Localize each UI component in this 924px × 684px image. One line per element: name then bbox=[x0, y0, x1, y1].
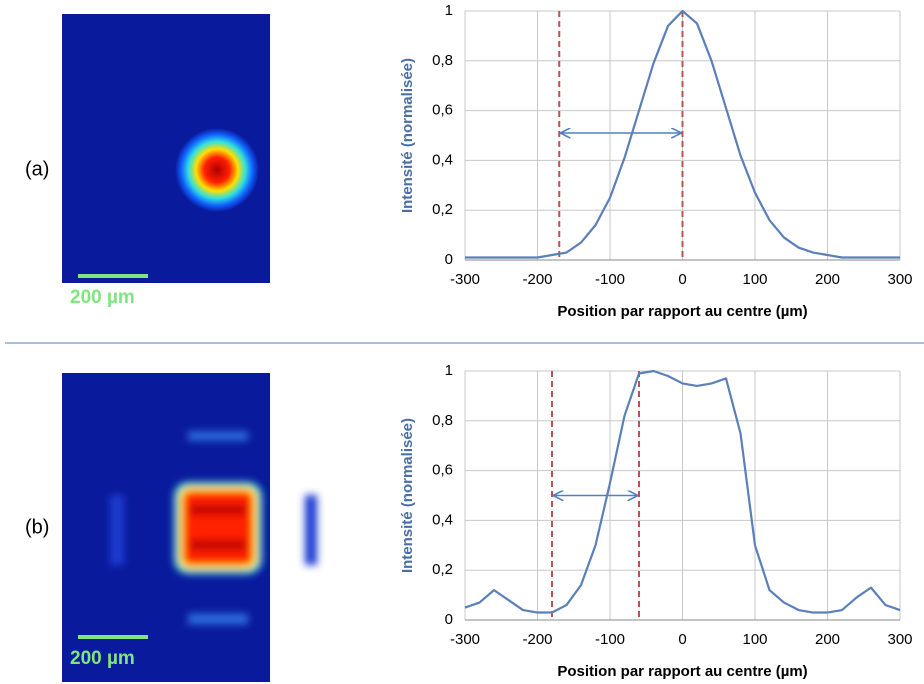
panel-label: (b) bbox=[25, 516, 49, 538]
y-axis-title: Intensité (normalisée) bbox=[399, 58, 416, 213]
x-tick-label: -100 bbox=[595, 271, 625, 288]
x-tick-label: -100 bbox=[595, 631, 625, 648]
x-tick-label: 100 bbox=[742, 631, 767, 648]
panel-label: (a) bbox=[25, 158, 49, 180]
x-tick-label: 100 bbox=[742, 271, 767, 288]
x-tick-label: 200 bbox=[815, 271, 840, 288]
x-tick-label: -200 bbox=[522, 631, 552, 648]
x-tick-label: 0 bbox=[678, 631, 686, 648]
profile-line bbox=[465, 9, 900, 259]
x-tick-label: 200 bbox=[815, 631, 840, 648]
y-tick-label: 0,2 bbox=[432, 201, 453, 218]
x-tick-label: -200 bbox=[522, 271, 552, 288]
beam-image-a bbox=[62, 14, 270, 283]
x-tick-label: 0 bbox=[678, 271, 686, 288]
y-axis-title: Intensité (normalisée) bbox=[399, 418, 416, 573]
y-tick-label: 0 bbox=[445, 251, 453, 268]
x-axis-title: Position par rapport au centre (µm) bbox=[557, 303, 807, 320]
scale-bar-label: 200 µm bbox=[70, 287, 135, 308]
x-tick-label: -300 bbox=[450, 271, 480, 288]
y-tick-label: 0,6 bbox=[432, 102, 453, 119]
y-tick-label: 0,8 bbox=[432, 412, 453, 429]
scale-bar-label: 200 µm bbox=[70, 648, 135, 669]
y-tick-label: 0,4 bbox=[432, 511, 453, 528]
profile-line bbox=[464, 369, 901, 614]
y-tick-label: 0 bbox=[445, 611, 453, 628]
y-tick-label: 1 bbox=[445, 362, 453, 379]
x-tick-label: 300 bbox=[887, 631, 912, 648]
beam-image-b bbox=[62, 373, 317, 682]
y-tick-label: 0,6 bbox=[432, 462, 453, 479]
y-tick-label: 0,8 bbox=[432, 52, 453, 69]
y-tick-label: 0,2 bbox=[432, 561, 453, 578]
x-tick-label: -300 bbox=[450, 631, 480, 648]
y-tick-label: 1 bbox=[445, 2, 453, 19]
x-axis-title: Position par rapport au centre (µm) bbox=[557, 663, 807, 680]
y-tick-label: 0,4 bbox=[432, 151, 453, 168]
x-tick-label: 300 bbox=[887, 271, 912, 288]
